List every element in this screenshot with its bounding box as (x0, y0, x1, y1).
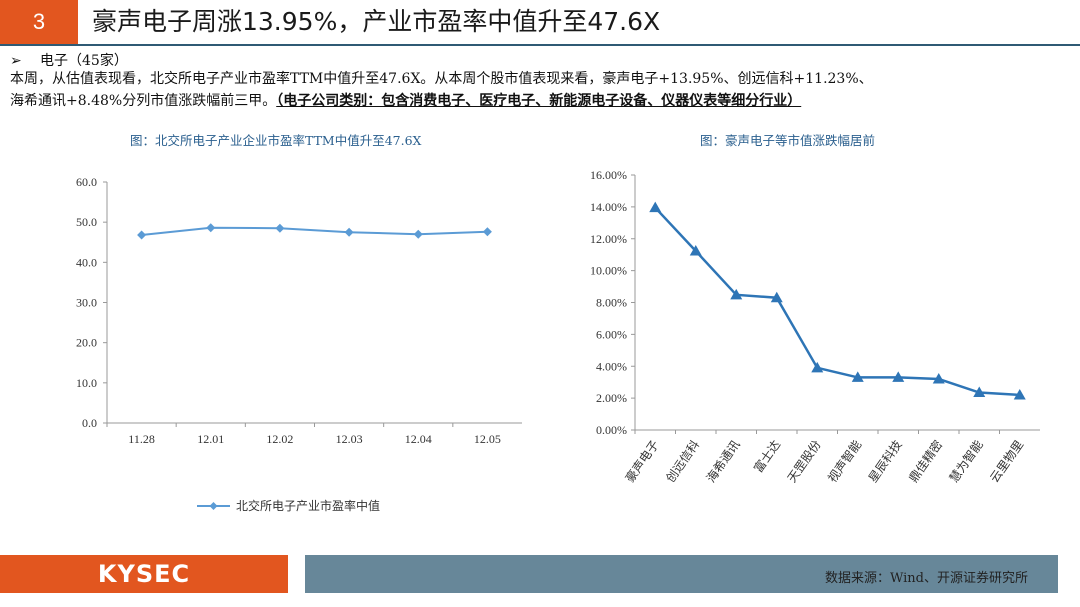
x-tick-label: 豪声电子 (622, 437, 662, 485)
x-tick-label: 11.28 (128, 432, 155, 446)
data-point (206, 223, 216, 233)
slide-number: 3 (0, 0, 78, 44)
category-note: （电子公司类别：包含消费电子、医疗电子、新能源电子设备、仪器仪表等细分行业） (276, 93, 802, 109)
pe-ratio-line (141, 226, 488, 237)
x-tick-label: 天罡股份 (785, 438, 824, 485)
y-tick-label: 20.0 (76, 336, 97, 350)
data-point (932, 373, 945, 384)
y-tick-label: 10.00% (590, 264, 627, 278)
x-tick-label: 视声智能 (824, 437, 864, 485)
right-chart-title: 图：豪声电子等市值涨跌幅居前 (700, 133, 876, 148)
x-tick-label: 海希通讯 (703, 437, 743, 485)
data-point (482, 227, 492, 237)
y-tick-label: 0.00% (596, 423, 627, 437)
market-cap-change-chart: 0.00% 2.00% 4.00% 6.00% 8.00% 10.00% 12.00% 14.… (590, 168, 1040, 485)
x-tick-label: 12.02 (266, 432, 293, 446)
x-tick-label: 12.05 (474, 432, 501, 446)
x-tick-label: 富士达 (750, 437, 783, 475)
legend-marker (209, 502, 218, 510)
data-point (413, 229, 423, 239)
desc-line-1: 本周，从估值表现看，北交所电子产业市盈率TTM中值升至47.6X。从本周个股市值… (10, 71, 873, 87)
data-point (137, 230, 147, 240)
footer-bar (305, 555, 1058, 593)
data-point (892, 371, 905, 382)
title-divider (0, 44, 1080, 46)
data-point (275, 223, 285, 233)
x-tick-label: 12.04 (405, 432, 432, 446)
data-point (730, 288, 743, 300)
x-tick-label: 12.01 (197, 432, 224, 446)
page-title: 豪声电子周涨13.95%，产业市盈率中值升至47.6X (92, 7, 661, 36)
x-tick-label: 云里物里 (987, 438, 1026, 485)
data-point (770, 291, 783, 303)
data-point (689, 245, 702, 256)
data-point (811, 361, 824, 373)
x-tick-label: 12.03 (336, 432, 363, 446)
y-tick-label: 50.0 (76, 215, 97, 229)
data-point (649, 201, 662, 213)
y-tick-label: 40.0 (76, 255, 97, 269)
desc-line-2-text: 海希通讯+8.48%分列市值涨跌幅前三甲。 (10, 93, 277, 109)
y-tick-label: 6.00% (596, 327, 627, 341)
x-tick-label: 星辰科技 (866, 438, 905, 485)
y-tick-label: 2.00% (596, 391, 627, 405)
data-point (973, 386, 986, 398)
data-point (1013, 388, 1026, 400)
y-tick-label: 8.00% (596, 296, 627, 310)
left-chart-title: 图：北交所电子产业企业市盈率TTM中值升至47.6X (130, 133, 422, 148)
data-point (344, 227, 354, 237)
data-point (851, 371, 864, 382)
arrow-icon: ➢ (10, 53, 22, 69)
x-tick-label: 慧为智能 (946, 437, 986, 485)
y-tick-label: 12.00% (590, 232, 627, 246)
y-tick-label: 4.00% (596, 359, 627, 373)
desc-line-2: 海希通讯+8.48%分列市值涨跌幅前三甲。（电子公司类别：包含消费电子、医疗电子… (10, 90, 1075, 112)
y-tick-label: 16.00% (590, 168, 627, 182)
x-tick-label: 鼎佳精密 (905, 437, 945, 485)
section-description: 本周，从估值表现看，北交所电子产业市盈率TTM中值升至47.6X。从本周个股市值… (10, 68, 1075, 112)
legend-label: 北交所电子产业市盈率中值 (236, 498, 380, 513)
market-cap-change-line (654, 206, 1020, 397)
kysec-logo: KYSEC (0, 555, 288, 593)
y-tick-label: 60.0 (76, 175, 97, 189)
y-tick-label: 10.0 (76, 376, 97, 390)
y-tick-label: 14.00% (590, 200, 627, 214)
data-source: 数据来源：Wind、开源证券研究所 (825, 571, 1028, 586)
pe-ratio-chart: 0.0 10.0 20.0 30.0 40.0 50.0 60.0 11.28 12.01 12.… (76, 175, 522, 513)
section-heading: ➢ 电子（45家） (10, 50, 128, 70)
section-heading-text: 电子（45家） (40, 53, 128, 69)
y-tick-label: 0.0 (82, 416, 97, 430)
x-tick-label: 创远信科 (663, 438, 702, 485)
y-tick-label: 30.0 (76, 296, 97, 310)
